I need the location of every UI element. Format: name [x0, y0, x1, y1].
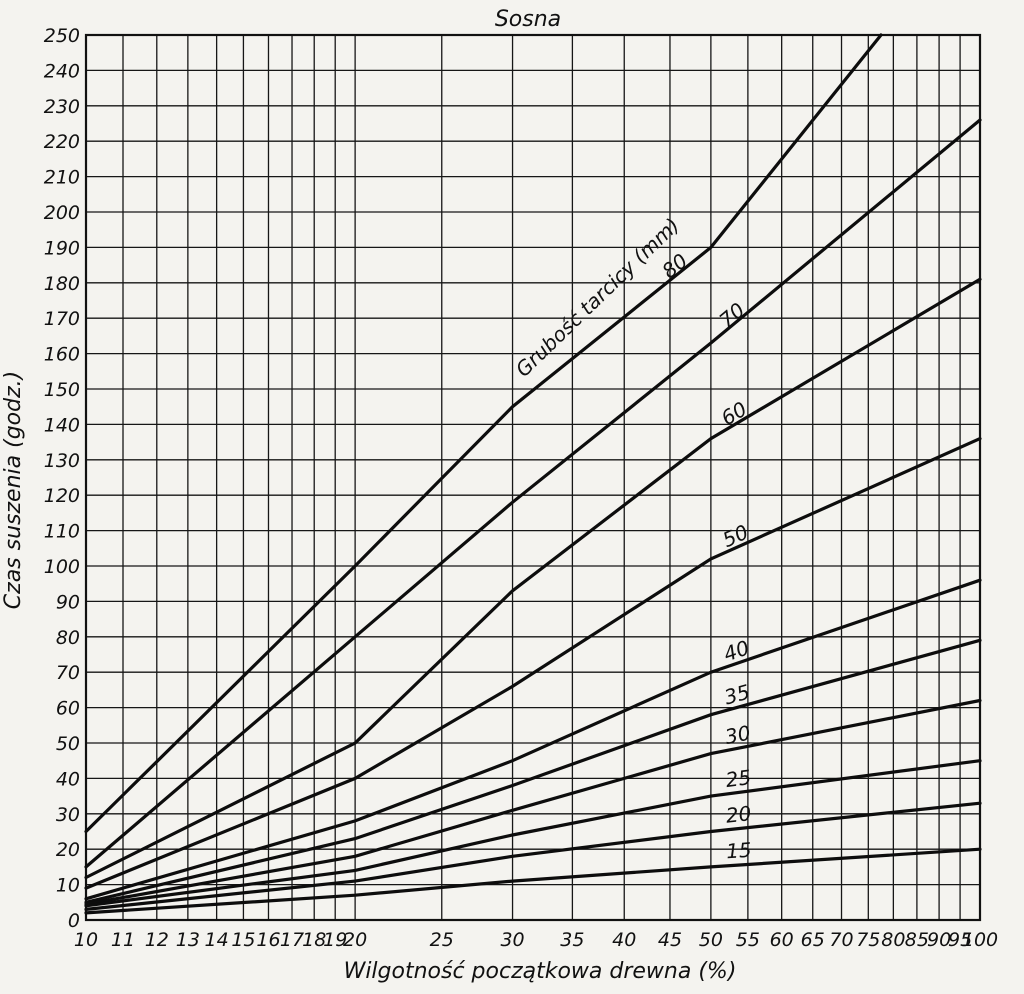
x-tick-label: 10 [74, 929, 98, 951]
y-tick-label: 160 [44, 344, 80, 366]
series-line-40 [84, 578, 982, 901]
x-tick-label: 55 [736, 929, 760, 951]
y-tick-label: 210 [44, 167, 80, 189]
x-tick-label: 100 [962, 929, 998, 951]
x-tick-label: 11 [111, 929, 135, 951]
y-tick-label: 50 [56, 733, 80, 755]
series-label-50: 50 [719, 520, 752, 552]
x-tick-label: 95 [948, 929, 972, 951]
series-line-50 [84, 437, 982, 890]
x-tick-label: 15 [231, 929, 255, 951]
x-tick-label: 19 [323, 929, 347, 951]
x-tick-label: 14 [205, 929, 229, 951]
series-line-30 [84, 698, 982, 906]
y-tick-label: 140 [44, 414, 80, 436]
series-lines [84, 33, 982, 915]
x-tick-label: 50 [699, 929, 723, 951]
y-tick-label: 220 [44, 131, 80, 153]
series-label-15: 15 [725, 838, 752, 864]
y-tick-label: 70 [56, 662, 80, 684]
x-tick-label: 18 [302, 929, 326, 951]
y-tick-label: 200 [44, 202, 80, 224]
series-line-70 [84, 118, 982, 869]
series-line-80 [84, 33, 883, 834]
x-tick-label: 30 [500, 929, 524, 951]
plot-frame [84, 33, 982, 922]
x-tick-label: 90 [927, 929, 951, 951]
x-tick-label: 16 [256, 929, 280, 951]
series-line-20 [84, 801, 982, 911]
y-tick-label: 20 [56, 839, 80, 861]
series-title-label: Grubość tarcicy (mm) [511, 213, 684, 382]
x-tick-label: 65 [801, 929, 825, 951]
y-tick-label: 40 [56, 768, 80, 790]
x-tick-label: 70 [829, 929, 853, 951]
y-tick-label: 250 [44, 25, 80, 47]
chart-title: Sosna [495, 7, 561, 32]
y-tick-label: 190 [44, 237, 80, 259]
series-line-35 [84, 638, 982, 904]
y-tick-label: 60 [56, 698, 80, 720]
y-tick-label: 150 [44, 379, 80, 401]
x-tick-label: 75 [856, 929, 880, 951]
series-label-25: 25 [724, 765, 752, 792]
series-label-60: 60 [717, 397, 751, 431]
series-line-15 [84, 847, 982, 915]
y-tick-label: 80 [56, 627, 80, 649]
y-tick-label: 100 [44, 556, 80, 578]
y-tick-label: 0 [68, 910, 80, 932]
x-tick-label: 40 [612, 929, 636, 951]
y-axis-label: Czas suszenia (godz.) [1, 371, 26, 609]
x-tick-label: 17 [280, 929, 304, 951]
y-tick-label: 90 [56, 591, 80, 613]
x-axis-label: Wilgotność początkowa drewna (%) [344, 959, 737, 984]
x-tick-label: 80 [881, 929, 905, 951]
x-tick-label: 20 [343, 929, 367, 951]
y-tick-label: 240 [44, 60, 80, 82]
series-label-30: 30 [723, 721, 753, 749]
series-line-60 [84, 277, 982, 880]
x-tick-label: 85 [905, 929, 929, 951]
y-tick-label: 170 [44, 308, 80, 330]
y-tick-label: 230 [44, 96, 80, 118]
y-tick-label: 10 [56, 875, 80, 897]
y-tick-label: 120 [44, 485, 80, 507]
x-tick-label: 60 [770, 929, 794, 951]
y-tick-label: 130 [44, 450, 80, 472]
x-tick-label: 35 [560, 929, 584, 951]
y-tick-label: 110 [44, 521, 80, 543]
series-label-70: 70 [714, 298, 749, 333]
grid [84, 33, 982, 922]
series-label-80: 80 [657, 249, 692, 284]
x-tick-label: 25 [430, 929, 454, 951]
series-line-25 [84, 759, 982, 908]
y-tick-label: 30 [56, 804, 80, 826]
y-tick-label: 180 [44, 273, 80, 295]
x-tick-label: 13 [176, 929, 200, 951]
series-label-20: 20 [725, 801, 753, 828]
x-tick-label: 45 [658, 929, 682, 951]
x-tick-label: 12 [145, 929, 169, 951]
